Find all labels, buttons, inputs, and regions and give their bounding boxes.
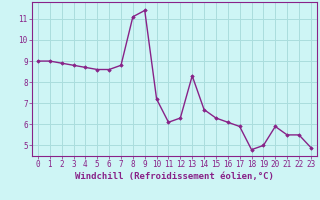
X-axis label: Windchill (Refroidissement éolien,°C): Windchill (Refroidissement éolien,°C): [75, 172, 274, 181]
